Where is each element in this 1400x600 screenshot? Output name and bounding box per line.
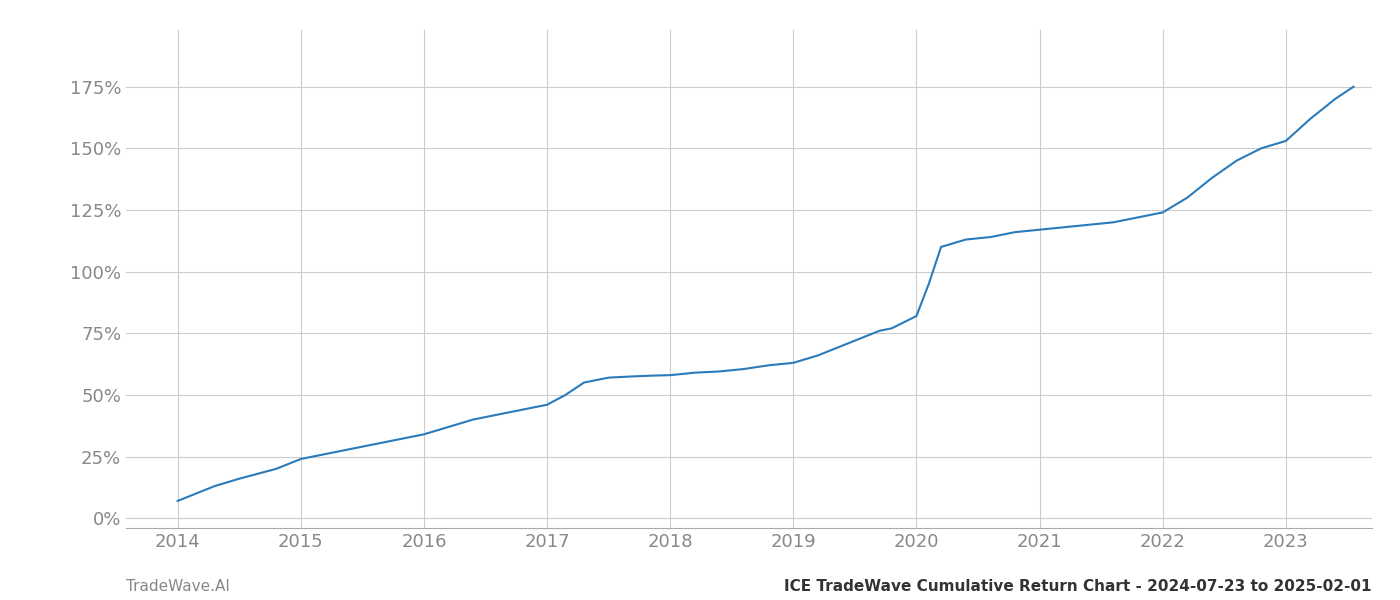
Text: TradeWave.AI: TradeWave.AI (126, 579, 230, 594)
Text: ICE TradeWave Cumulative Return Chart - 2024-07-23 to 2025-02-01: ICE TradeWave Cumulative Return Chart - … (784, 579, 1372, 594)
